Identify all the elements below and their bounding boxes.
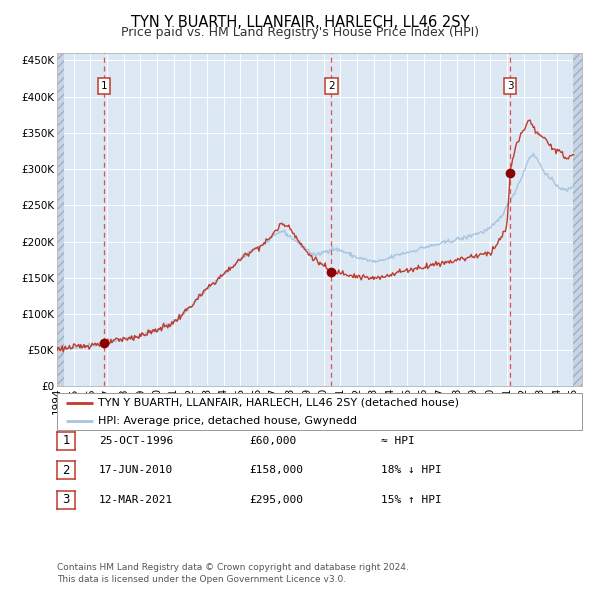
Text: ≈ HPI: ≈ HPI [381, 436, 415, 445]
Text: 3: 3 [507, 81, 514, 91]
Text: HPI: Average price, detached house, Gwynedd: HPI: Average price, detached house, Gwyn… [98, 416, 357, 426]
Text: 12-MAR-2021: 12-MAR-2021 [99, 495, 173, 504]
Text: 25-OCT-1996: 25-OCT-1996 [99, 436, 173, 445]
Text: 1: 1 [62, 434, 70, 447]
Text: 15% ↑ HPI: 15% ↑ HPI [381, 495, 442, 504]
Bar [57, 53, 64, 386]
Text: Contains HM Land Registry data © Crown copyright and database right 2024.: Contains HM Land Registry data © Crown c… [57, 563, 409, 572]
Text: £158,000: £158,000 [249, 466, 303, 475]
Text: Price paid vs. HM Land Registry's House Price Index (HPI): Price paid vs. HM Land Registry's House … [121, 26, 479, 39]
Text: 3: 3 [62, 493, 70, 506]
Text: 18% ↓ HPI: 18% ↓ HPI [381, 466, 442, 475]
Text: 2: 2 [328, 81, 335, 91]
Text: £60,000: £60,000 [249, 436, 296, 445]
Text: £295,000: £295,000 [249, 495, 303, 504]
Text: 17-JUN-2010: 17-JUN-2010 [99, 466, 173, 475]
Text: TYN Y BUARTH, LLANFAIR, HARLECH, LL46 2SY: TYN Y BUARTH, LLANFAIR, HARLECH, LL46 2S… [131, 15, 469, 30]
Text: 1: 1 [101, 81, 107, 91]
Text: TYN Y BUARTH, LLANFAIR, HARLECH, LL46 2SY (detached house): TYN Y BUARTH, LLANFAIR, HARLECH, LL46 2S… [98, 398, 459, 408]
Text: 2: 2 [62, 464, 70, 477]
Text: This data is licensed under the Open Government Licence v3.0.: This data is licensed under the Open Gov… [57, 575, 346, 584]
Bar [573, 53, 590, 386]
